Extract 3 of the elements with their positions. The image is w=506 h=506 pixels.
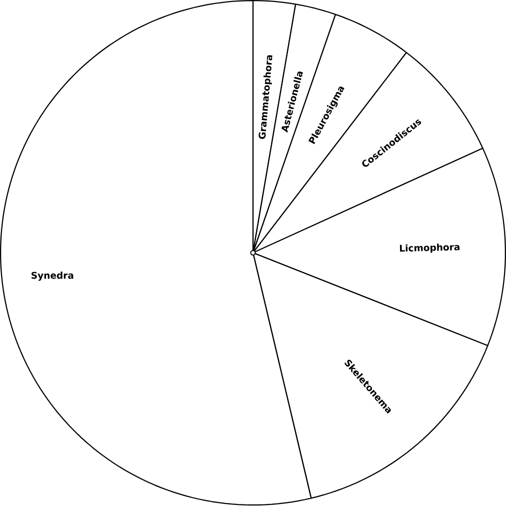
- slice-label: Grammatophora: [258, 55, 272, 140]
- slice-label: Synedra: [32, 272, 74, 281]
- slice-label: Licmophora: [400, 244, 460, 254]
